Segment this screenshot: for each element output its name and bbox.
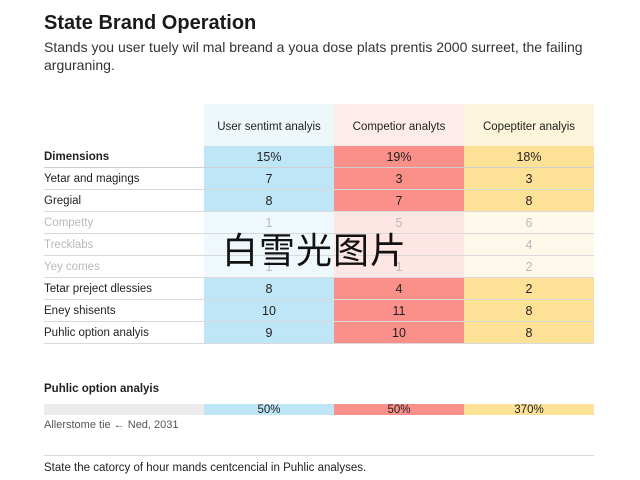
row-label: Puhlic option analyis xyxy=(44,326,149,339)
table-cell: 19% xyxy=(334,146,464,167)
row-label: Gregial xyxy=(44,194,82,207)
table-cell: 1 xyxy=(204,256,334,277)
footer-text: State the catorcy of hour mands centcenc… xyxy=(44,462,367,474)
row-label: Yetar and magings xyxy=(44,172,140,185)
table-cell: 18% xyxy=(464,146,594,167)
table-row: Yey comes 1 1 2 xyxy=(44,256,594,278)
table-cell: 5 xyxy=(334,212,464,233)
table-row: Yetar and magings 7 3 3 xyxy=(44,168,594,190)
column-header: Competior analyts xyxy=(334,104,464,146)
summary-value: 50% xyxy=(334,404,464,416)
table-cell: 2 xyxy=(464,256,594,277)
table-row: Gregial 8 7 8 xyxy=(44,190,594,212)
page-title: State Brand Operation xyxy=(44,12,257,34)
summary-value: 50% xyxy=(204,404,334,416)
table-cell: 15% xyxy=(204,146,334,167)
divider xyxy=(44,455,594,456)
row-label: Tetar preject dlessies xyxy=(44,282,153,295)
row-label: Eney shisents xyxy=(44,304,116,317)
table-row: Competty 1 5 6 xyxy=(44,212,594,234)
table-cell xyxy=(334,234,464,255)
table-cell: 8 xyxy=(464,322,594,343)
table-cell: 2 xyxy=(464,278,594,299)
table-cell: 8 xyxy=(204,190,334,211)
table-cell: 9 xyxy=(204,322,334,343)
table-cell: 10 xyxy=(334,322,464,343)
comparison-table: User sentimt analyis Competior analyts C… xyxy=(44,104,594,344)
row-label: Dimensions xyxy=(44,150,110,163)
row-label: Yey comes xyxy=(44,260,100,273)
table-row: Trecklabs 4 xyxy=(44,234,594,256)
table-row: Dimensions 15% 19% 18% xyxy=(44,146,594,168)
header-spacer xyxy=(44,104,204,146)
table-header-row: User sentimt analyis Competior analyts C… xyxy=(44,104,594,146)
table-cell: 7 xyxy=(204,168,334,189)
row-label: Competty xyxy=(44,216,94,229)
summary-note: Allerstome tie ← Ned, 2031 xyxy=(44,419,179,431)
column-header: Copeptiter analyis xyxy=(464,104,594,146)
table-row: Puhlic option analyis 9 10 8 xyxy=(44,322,594,344)
table-cell: 3 xyxy=(334,168,464,189)
table-cell: 3 xyxy=(464,168,594,189)
table-cell: 1 xyxy=(204,212,334,233)
summary-spacer xyxy=(44,404,204,415)
row-label: Trecklabs xyxy=(44,238,94,251)
table-cell: 1 xyxy=(334,256,464,277)
table-row: Eney shisents 10 11 8 xyxy=(44,300,594,322)
table-row: Tetar preject dlessies 8 4 2 xyxy=(44,278,594,300)
table-cell: 11 xyxy=(334,300,464,321)
table-cell: 4 xyxy=(334,278,464,299)
table-cell: 8 xyxy=(204,278,334,299)
watermark-text: 白雪光图片 xyxy=(222,231,408,272)
page-subtitle: Stands you user tuely wil mal breand a y… xyxy=(44,39,583,73)
table-cell: 8 xyxy=(464,300,594,321)
summary-band: 50% 50% 370% xyxy=(44,404,594,416)
table-body: Dimensions 15% 19% 18% Yetar and magings 7 3 3 G… xyxy=(44,146,594,344)
table-cell: 8 xyxy=(464,190,594,211)
table-cell: 4 xyxy=(464,234,594,255)
summary-value: 370% xyxy=(464,404,594,416)
table-cell: 7 xyxy=(334,190,464,211)
summary-title: Puhlic option analyis xyxy=(44,383,160,395)
column-header: User sentimt analyis xyxy=(204,104,334,146)
table-cell: 6 xyxy=(464,212,594,233)
table-cell: 10 xyxy=(204,300,334,321)
table-cell xyxy=(204,234,334,255)
